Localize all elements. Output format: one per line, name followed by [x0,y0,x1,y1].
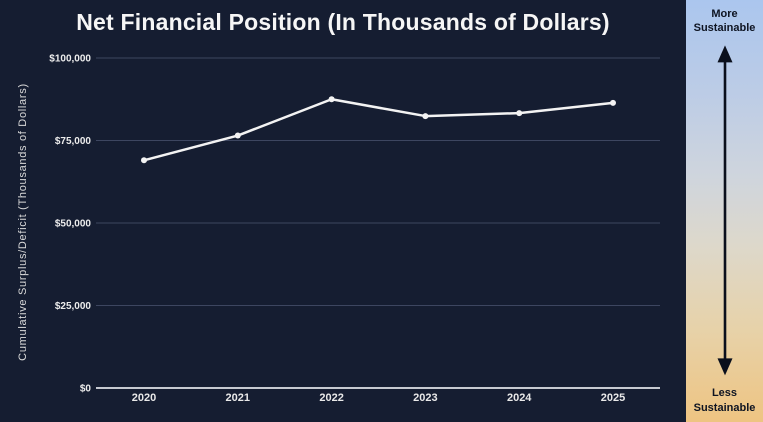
sustainability-arrow-wrap [686,36,763,387]
x-tick-label: 2024 [507,392,532,404]
data-line [142,98,615,162]
legend-more-sustainable-label: More Sustainable [693,8,756,35]
legend-less-sustainable-label: Less Sustainable [693,387,756,414]
sustainability-legend: More Sustainable Less Sustainable [686,0,763,422]
y-tick-label: $75,000 [55,136,92,147]
data-point [422,113,429,120]
x-tick-label: 2023 [413,392,437,404]
y-tick-label: $100,000 [49,54,91,65]
x-tick-label: 2025 [601,392,625,404]
data-point [610,99,616,106]
data-point [141,157,147,164]
data-point [516,110,523,117]
double-headed-vertical-arrow-icon [717,45,732,375]
data-point [234,132,241,139]
chart-area: Net Financial Position (In Thousands of … [17,9,660,404]
y-tick-label: $0 [80,384,92,395]
x-tick-label: 2022 [319,392,343,404]
y-tick-label: $25,000 [55,301,92,312]
data-point [328,96,335,103]
x-tick-label: 2021 [226,392,250,404]
line-chart-plot: $100,000 $75,000 $50,000 $25,000 $0 2020 2021 2… [49,54,660,404]
x-tick-label: 2020 [132,392,156,404]
arrow-shape [717,45,732,375]
chart-title: Net Financial Position (In Thousands of … [76,9,610,35]
y-tick-label: $50,000 [55,219,92,230]
